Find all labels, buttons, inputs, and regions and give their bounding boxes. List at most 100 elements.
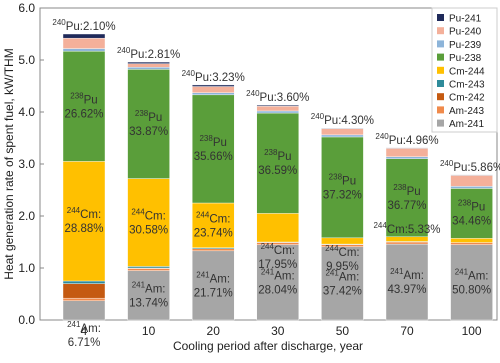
bar-segment [321,246,364,321]
label-line: 240Pu:4.30% [311,112,374,127]
y-tick-label: 6.0 [18,1,35,15]
bar-segment [385,236,429,242]
label-line: 238Pu [135,109,162,124]
legend-label: Pu-241 [449,14,482,25]
label-line: 238Pu [199,134,226,149]
legend-label: Am-241 [449,119,484,130]
bar-segment [385,241,429,245]
label-text: Cm: [274,245,295,257]
label-text: Pu [342,175,356,187]
data-label: 241Am: 43.97% [387,267,426,296]
bar-segment [256,106,299,112]
data-label: 244Cm: 17.95% [258,242,297,271]
y-tick-label: 3.0 [18,157,35,171]
x-tick-label: 30 [271,324,285,338]
bar-segment [191,250,235,321]
label-line: 241Am: [390,267,424,282]
label-superscript: 240 [117,46,131,55]
label-line: 17.95% [258,259,297,271]
data-label: 238Pu 37.32% [323,172,362,201]
data-label: 238Pu 36.77% [387,183,426,212]
label-line: 244Cm: [67,206,101,221]
legend-label: Pu-238 [449,53,482,64]
label-line: 244Cm: [131,208,165,223]
label-text: Am: [145,283,165,295]
legend-swatch [437,93,444,101]
label-line: 240Pu:2.81% [117,46,180,61]
data-label: 240Pu:2.81% [117,46,180,61]
data-label: 240Pu:4.96% [375,132,438,147]
label-line: 28.88% [64,223,103,235]
data-label: 238Pu 26.62% [64,91,103,120]
label-text: Pu:3.23% [195,72,245,84]
data-label: 241Am: 37.42% [323,268,362,297]
label-line: 238Pu [329,172,356,187]
label-line: 240Pu:3.23% [182,69,245,84]
legend-label: Pu-240 [449,27,482,38]
label-line: 28.04% [258,284,297,296]
label-superscript: 244 [325,244,339,253]
label-text: Cm:5.33% [387,224,441,236]
legend-swatch [437,80,444,87]
bar-segment [62,37,106,49]
bar-segment [450,238,493,243]
bar-segment [321,128,364,136]
label-superscript: 238 [264,148,278,157]
bar-segment [321,136,364,239]
legend-swatch [437,66,444,74]
bar-segment [127,61,170,64]
data-label: 241Am: 28.04% [258,267,297,296]
data-label: 240Pu:3.23% [182,69,245,84]
y-tick-label: 4.0 [18,105,35,119]
x-tick-label: 100 [462,324,482,338]
bar-segment [62,300,106,321]
legend-label: Am-243 [449,106,484,117]
data-label: 240Pu:2.10% [52,18,115,33]
label-superscript: 244 [67,206,81,215]
label-superscript: 238 [329,172,343,181]
label-line: 33.87% [129,126,168,138]
label-superscript: 238 [135,109,149,118]
label-line: 241Am: [132,280,166,295]
label-superscript: 240 [246,89,260,98]
label-line: 241Am: [455,267,489,282]
label-line: 37.32% [323,189,362,201]
bar-segment [191,248,235,252]
label-superscript: 241 [455,267,469,276]
label-superscript: 240 [375,132,389,141]
label-text: Pu [148,112,162,124]
data-label: 240Pu:4.30% [311,112,374,127]
bar-segment [385,148,429,157]
label-superscript: 238 [458,198,472,207]
label-line: 240Pu:2.10% [52,18,115,33]
data-label: 238Pu 33.87% [129,109,168,138]
bar-segment [385,243,429,321]
x-tick-label: 20 [207,324,221,338]
legend-swatch [437,14,444,21]
bar-segment [256,105,299,107]
label-line: 241Am: [196,270,230,285]
data-label: 244Cm: 28.88% [64,206,103,235]
bar-segment [256,112,299,214]
label-line: 6.71% [68,337,101,349]
label-text: Pu:5.86% [453,162,500,174]
y-tick-label: 0.0 [18,313,35,327]
label-superscript: 238 [393,183,407,192]
label-superscript: 241 [196,270,210,279]
data-label: 238Pu 34.46% [452,198,491,227]
bar-segment [62,50,106,162]
bar-segment [450,242,493,245]
label-superscript: 244 [261,242,275,251]
legend-swatch [437,27,444,35]
x-tick-label: 50 [336,324,350,338]
label-text: Am: [210,273,230,285]
label-line: 36.77% [387,200,426,212]
bar-segment [191,92,235,96]
legend-swatch [437,106,444,114]
label-line: 241Am: [67,320,101,335]
bar-segment [385,147,429,149]
label-text: Am: [274,270,294,282]
legend-label: Cm-242 [449,93,485,104]
legend: Pu-241 Pu-240 Pu-239 Pu-238 Cm-244 Cm-243 Cm-2… [431,7,498,133]
